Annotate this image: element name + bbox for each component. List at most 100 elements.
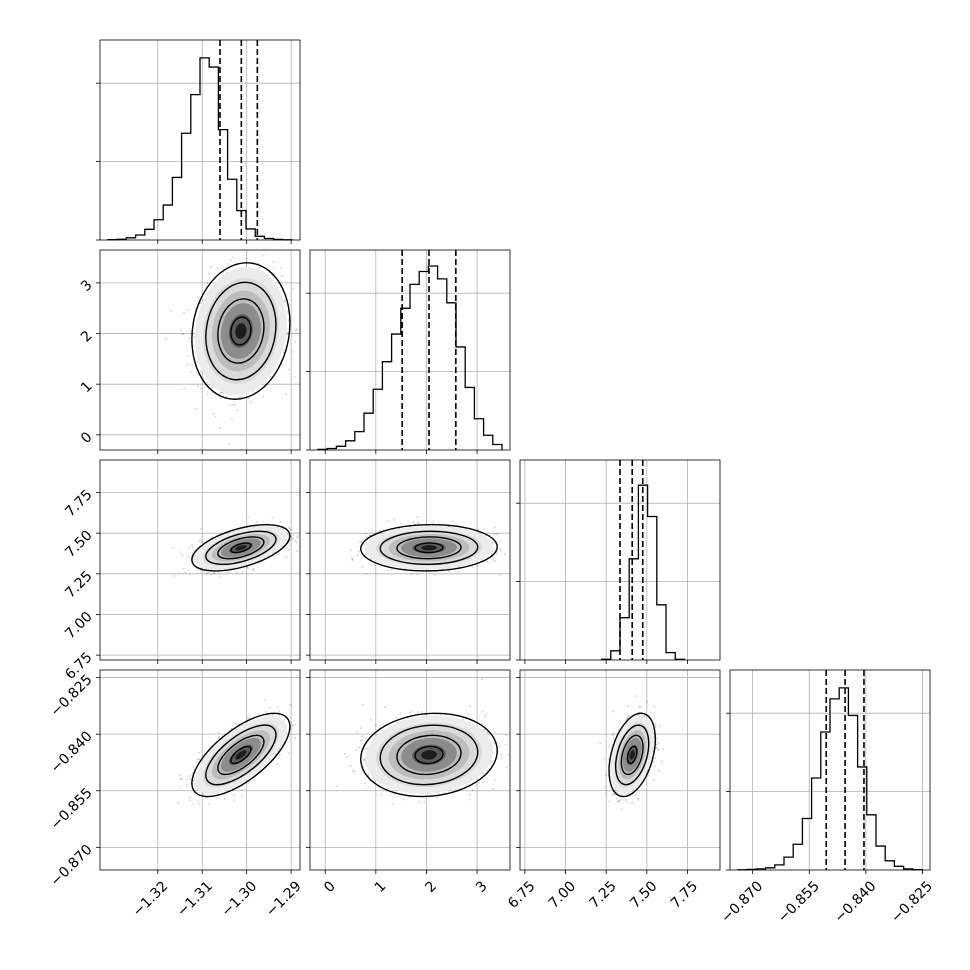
- scatter-point: [194, 308, 196, 310]
- scatter-point: [363, 543, 366, 546]
- scatter-point: [179, 551, 182, 554]
- scatter-point: [292, 537, 295, 540]
- scatter-point: [289, 527, 291, 530]
- scatter-point: [482, 528, 485, 530]
- scatter-point: [285, 556, 288, 559]
- scatter-point: [287, 548, 290, 551]
- scatter-point: [246, 716, 249, 718]
- scatter-point: [287, 527, 290, 529]
- scatter-point: [207, 802, 210, 805]
- scatter-point: [208, 273, 210, 276]
- scatter-point: [173, 575, 176, 578]
- scatter-point: [198, 296, 201, 299]
- scatter-point: [247, 567, 249, 569]
- scatter-point: [200, 370, 202, 373]
- scatter-point: [250, 400, 252, 403]
- scatter-panel-2-0: [96, 459, 308, 664]
- scatter-point: [207, 571, 210, 574]
- scatter-point: [277, 552, 280, 555]
- scatter-point: [232, 404, 235, 406]
- scatter-point: [451, 520, 453, 523]
- scatter-point: [279, 753, 281, 756]
- scatter-point: [214, 415, 217, 418]
- scatter-point: [191, 544, 193, 546]
- scatter-point: [295, 329, 297, 332]
- scatter-point: [289, 703, 292, 706]
- scatter-point: [472, 566, 474, 569]
- scatter-point: [365, 532, 367, 535]
- scatter-point: [170, 309, 173, 312]
- scatter-point: [269, 376, 272, 378]
- scatter-point: [213, 572, 216, 575]
- scatter-point: [206, 392, 209, 395]
- scatter-point: [252, 568, 255, 570]
- scatter-point: [280, 267, 283, 270]
- scatter-point: [351, 556, 353, 559]
- scatter-point: [365, 573, 368, 575]
- scatter-point: [187, 355, 190, 358]
- scatter-point: [193, 555, 196, 557]
- scatter-point: [219, 391, 222, 394]
- scatter-point: [417, 522, 419, 525]
- panel-content: [100, 670, 300, 870]
- scatter-point: [493, 533, 496, 535]
- scatter-point: [192, 779, 195, 782]
- panel-frame: [519, 459, 721, 661]
- scatter-point: [234, 722, 237, 725]
- scatter-point: [189, 778, 191, 781]
- scatter-point: [273, 267, 276, 270]
- scatter-point: [195, 373, 198, 375]
- scatter-point: [365, 536, 367, 539]
- scatter-point: [273, 556, 276, 558]
- scatter-point: [230, 259, 233, 262]
- scatter-point: [356, 554, 359, 556]
- scatter-point: [199, 302, 202, 304]
- scatter-point: [239, 396, 242, 398]
- scatter-point: [225, 571, 228, 573]
- scatter-point: [212, 412, 215, 415]
- scatter-point: [370, 558, 372, 560]
- scatter-point: [286, 309, 289, 312]
- scatter-point: [180, 778, 183, 781]
- scatter-point: [182, 568, 185, 570]
- panel-frame: [729, 669, 931, 871]
- scatter-point: [277, 757, 280, 760]
- scatter-point: [292, 534, 295, 537]
- scatter-point: [499, 548, 502, 550]
- scatter-point: [283, 349, 285, 351]
- scatter-point: [286, 546, 289, 549]
- scatter-point: [198, 540, 201, 542]
- scatter-point: [200, 541, 203, 544]
- contour-1: [379, 530, 479, 566]
- scatter-point: [271, 517, 274, 519]
- scatter-point: [294, 723, 297, 726]
- scatter-point: [412, 520, 415, 523]
- panel-frame: [99, 249, 301, 451]
- scatter-point: [210, 266, 213, 268]
- scatter-point: [416, 573, 419, 576]
- scatter-point: [262, 395, 264, 398]
- scatter-point: [351, 558, 354, 561]
- histogram-3: [737, 687, 923, 871]
- scatter-point: [447, 570, 450, 573]
- scatter-point: [386, 569, 389, 572]
- scatter-point: [433, 574, 436, 577]
- scatter-point: [303, 298, 305, 300]
- scatter-point: [183, 311, 185, 314]
- contour-0: [360, 523, 498, 572]
- panel-content: [100, 250, 305, 450]
- scatter-point: [360, 566, 363, 569]
- scatter-point: [224, 797, 227, 800]
- scatter-point: [306, 539, 308, 541]
- contour-0: [191, 523, 291, 572]
- scatter-point: [294, 376, 297, 378]
- scatter-point: [202, 793, 205, 796]
- scatter-point: [410, 572, 413, 575]
- scatter-point: [236, 409, 239, 412]
- scatter-point: [191, 546, 194, 549]
- hist-panel-2: [516, 459, 721, 664]
- panel-frame: [309, 249, 511, 451]
- scatter-point: [499, 574, 502, 577]
- scatter-point: [181, 554, 184, 556]
- scatter-point: [238, 396, 240, 398]
